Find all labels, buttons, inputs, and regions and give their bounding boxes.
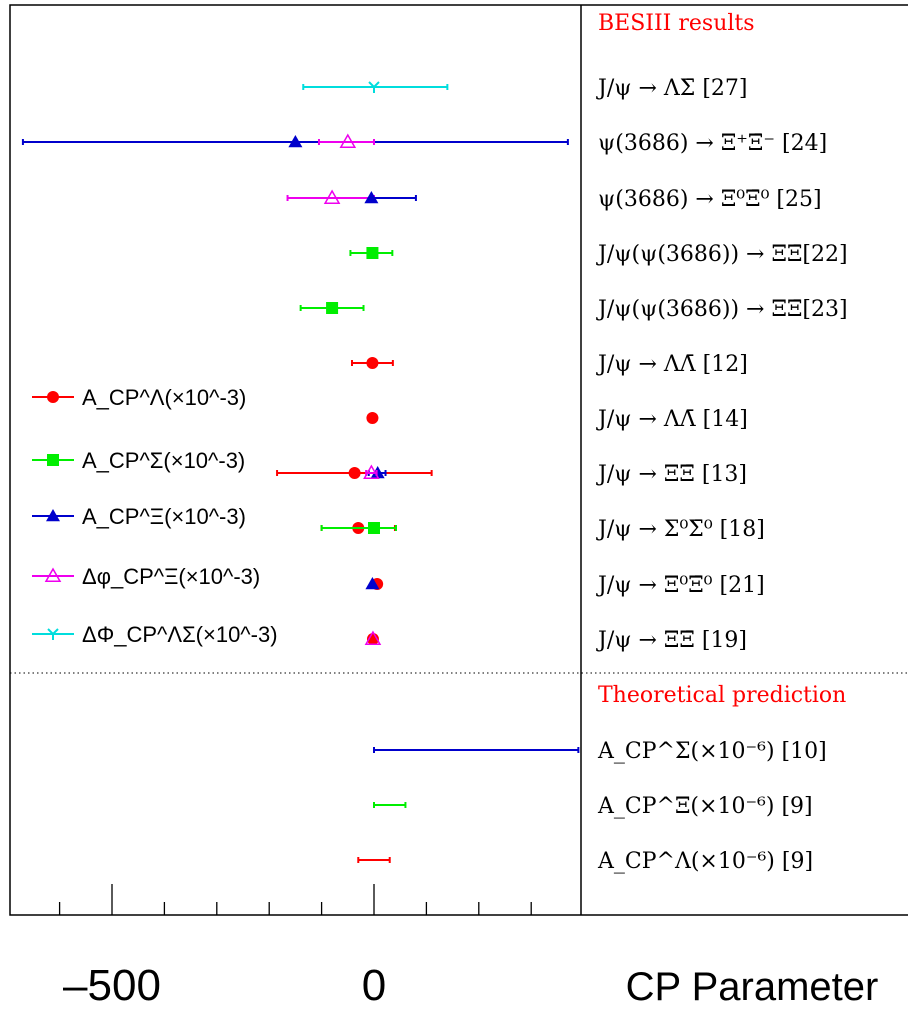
marker-triangle-open [339,133,357,148]
legend-item-1: A_CP^Σ(×10^-3) [32,448,245,473]
marker-star [368,81,380,93]
row-label-13: A_CP^Λ(×10⁻⁶) [9] [597,849,813,874]
row-label-5: J/ψ → ΛΛ̄ [12] [596,352,748,377]
marker-triangle [365,577,380,590]
point-1-2 [21,135,569,148]
marker-circle [366,357,379,369]
point-11-2 [373,747,580,753]
legend: A_CP^Λ(×10^-3) A_CP^Σ(×10^-3) A_CP^Ξ(×10^-… [32,385,278,647]
point-5-0 [350,357,394,369]
row-label-2: ψ(3686) → Ξ⁰Ξ̄⁰ [25] [598,187,822,212]
row-label-3: J/ψ(ψ(3686)) → ΞΞ̄[22] [596,242,848,267]
point-2-2 [364,191,417,204]
point-12-1 [373,802,407,808]
point-3-1 [349,247,394,259]
section-title-theory: Theoretical prediction [598,683,846,708]
row-label-12: A_CP^Ξ(×10⁻⁶) [9] [597,794,813,819]
legend-marker-square [47,454,59,466]
row-label-10: J/ψ → ΞΞ̄ [19] [596,628,747,653]
row-labels: J/ψ → ΛΣ̄ [27] ψ(3686) → Ξ⁺Ξ̄⁻ [24] ψ(3686… [596,76,848,874]
point-7-3 [363,464,380,479]
tick-label-neg500: –500 [63,961,161,1010]
marker-triangle-open [323,189,341,204]
row-label-9: J/ψ → Ξ⁰Ξ̄⁰ [21] [596,573,765,598]
point-1-3 [317,133,375,148]
row-label-1: ψ(3686) → Ξ⁺Ξ̄⁻ [24] [598,131,827,156]
legend-label: Δφ_CP^Ξ(×10^-3) [82,564,260,589]
marker-triangle-open [363,464,380,479]
row-label-6: J/ψ → ΛΛ̄ [14] [596,407,748,432]
point-9-2 [365,577,380,590]
legend-label: A_CP^Σ(×10^-3) [82,448,245,473]
row-label-11: A_CP^Σ(×10⁻⁶) [10] [597,739,827,764]
legend-marker-triangle [46,509,60,522]
row-label-0: J/ψ → ΛΣ̄ [27] [596,76,748,101]
legend-label: A_CP^Ξ(×10^-3) [82,504,246,529]
legend-item-0: A_CP^Λ(×10^-3) [32,385,246,410]
point-10-3 [364,630,382,645]
section-title-experimental: BESIII results [598,11,755,36]
legend-label: ΔΦ_CP^ΛΣ(×10^-3) [82,622,278,647]
point-0-4 [302,81,449,93]
point-13-0 [357,857,391,863]
marker-square [326,302,339,314]
marker-square [368,522,380,534]
point-2-3 [286,189,375,204]
legend-label: A_CP^Λ(×10^-3) [82,385,246,410]
legend-marker-star [47,628,59,640]
legend-item-2: A_CP^Ξ(×10^-3) [32,504,246,529]
legend-item-3: Δφ_CP^Ξ(×10^-3) [32,564,260,589]
x-axis-ticks [58,884,532,915]
marker-triangle-open [364,630,382,645]
legend-marker-circle [47,391,59,403]
marker-triangle [288,135,303,148]
tick-label-0: 0 [362,961,386,1010]
row-label-8: J/ψ → Σ⁰Σ̄⁰ [18] [596,517,765,542]
marker-triangle [370,466,385,479]
marker-circle [366,412,379,424]
point-8-1 [320,522,398,534]
point-4-1 [299,302,365,314]
marker-square [366,247,379,259]
marker-triangle [364,191,379,204]
plot-frame [9,4,908,916]
data-points [21,81,580,863]
legend-item-4: ΔΦ_CP^ΛΣ(×10^-3) [32,622,278,647]
row-label-4: J/ψ(ψ(3686)) → ΞΞ̄[23] [596,297,848,322]
point-6-0 [366,412,379,424]
row-label-7: J/ψ → ΞΞ̄ [13] [596,462,747,487]
point-7-0 [276,467,433,479]
marker-circle [348,467,361,479]
legend-marker-triangle-open [44,567,62,582]
x-axis-label: CP Parameter [626,965,879,1009]
